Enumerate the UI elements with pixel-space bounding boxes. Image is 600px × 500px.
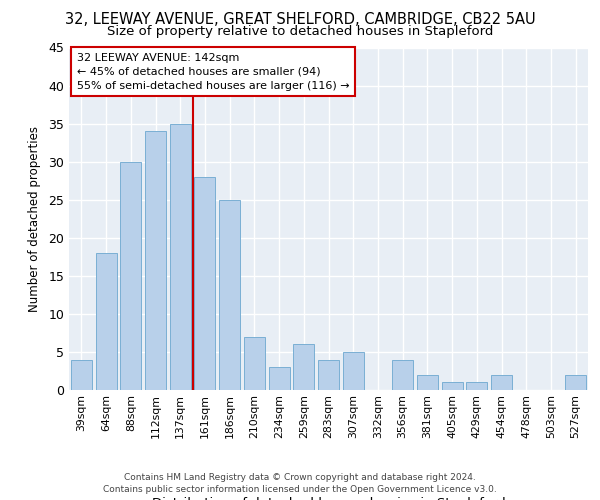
Text: Size of property relative to detached houses in Stapleford: Size of property relative to detached ho… [107,25,493,38]
Bar [170,124,191,390]
Text: Contains HM Land Registry data © Crown copyright and database right 2024.: Contains HM Land Registry data © Crown c… [124,474,476,482]
Bar [318,360,339,390]
Y-axis label: Number of detached properties: Number of detached properties [28,126,41,312]
Bar [95,253,116,390]
Bar [71,360,92,390]
Bar [194,177,215,390]
Bar [293,344,314,390]
Bar [442,382,463,390]
Bar [244,336,265,390]
Text: 32 LEEWAY AVENUE: 142sqm
← 45% of detached houses are smaller (94)
55% of semi-d: 32 LEEWAY AVENUE: 142sqm ← 45% of detach… [77,52,349,90]
Bar [565,375,586,390]
Bar [219,200,240,390]
Bar [491,375,512,390]
Bar [269,367,290,390]
X-axis label: Distribution of detached houses by size in Stapleford: Distribution of detached houses by size … [152,496,505,500]
Bar [145,131,166,390]
Bar [343,352,364,390]
Bar [417,375,438,390]
Text: 32, LEEWAY AVENUE, GREAT SHELFORD, CAMBRIDGE, CB22 5AU: 32, LEEWAY AVENUE, GREAT SHELFORD, CAMBR… [65,12,535,28]
Text: Contains public sector information licensed under the Open Government Licence v3: Contains public sector information licen… [103,484,497,494]
Bar [120,162,141,390]
Bar [392,360,413,390]
Bar [466,382,487,390]
